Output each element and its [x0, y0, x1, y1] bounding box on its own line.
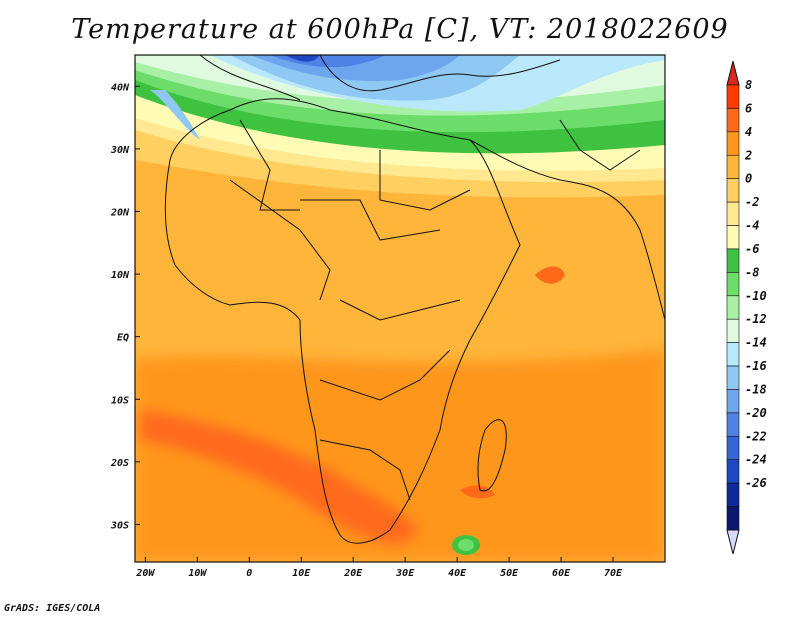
- colorbar-segment: [726, 178, 740, 203]
- colorbar-label: -12: [745, 312, 767, 326]
- colorbar-label: -14: [745, 336, 767, 350]
- colorbar-label: 4: [745, 125, 752, 139]
- y-tick-label: 10S: [111, 395, 129, 406]
- colorbar: [726, 60, 740, 555]
- colorbar-label: -10: [745, 289, 767, 303]
- colorbar-label: -6: [745, 242, 759, 256]
- temperature-field: [135, 55, 665, 562]
- country-borders: [164, 55, 665, 544]
- y-tick-label: 40N: [111, 82, 130, 93]
- colorbar-label: -18: [745, 382, 767, 396]
- x-tick-label: 10W: [188, 568, 207, 579]
- x-tick-label: 10E: [292, 568, 311, 579]
- y-tick-label: 30S: [110, 520, 129, 531]
- colorbar-segment: [726, 506, 740, 531]
- x-tick-label: 40E: [448, 568, 467, 579]
- colorbar-labels: 8 6 4 2 0 -2 -4 -6 -8 -10 -12 -14 -16 -18 -20 -22 -24 -26: [744, 78, 767, 490]
- colorbar-segment: [726, 342, 740, 367]
- colorbar-label: 6: [745, 101, 752, 115]
- colorbar-segment: [726, 154, 740, 179]
- colorbar-segment: [726, 412, 740, 437]
- colorbar-segment: [726, 272, 740, 297]
- y-tick-label: 30N: [110, 145, 130, 156]
- x-tick-label: 70E: [604, 568, 623, 579]
- colorbar-label: -24: [745, 453, 767, 467]
- colorbar-segment: [726, 131, 740, 156]
- colorbar-segment: [726, 459, 740, 484]
- y-tick-label: EQ: [117, 333, 129, 344]
- colorbar-label: 2: [744, 148, 752, 162]
- x-axis-ticks: 20W 10W 0 10E 20E 30E 40E 50E 60E 70E: [135, 557, 623, 579]
- colorbar-segment: [726, 225, 740, 250]
- y-tick-label: 10N: [111, 270, 130, 281]
- colorbar-label: -4: [745, 219, 759, 233]
- colorbar-segment: [726, 201, 740, 226]
- map-title: Temperature at 600hPa [C], VT: 201802260…: [71, 14, 729, 45]
- colorbar-segment: [726, 436, 740, 461]
- colorbar-segment: [726, 389, 740, 414]
- colorbar-segment: [726, 248, 740, 273]
- colorbar-segment: [726, 295, 740, 320]
- colorbar-label: 0: [745, 172, 752, 186]
- y-axis-ticks: 40N 30N 20N 10N EQ 10S 20S 30S: [110, 82, 140, 531]
- colorbar-segment: [726, 108, 740, 133]
- colorbar-label: 8: [745, 78, 752, 92]
- x-tick-label: 20E: [343, 568, 363, 579]
- colorbar-segment: [726, 84, 740, 109]
- credit-text: GrADS: IGES/COLA: [4, 603, 101, 614]
- x-tick-label: 0: [246, 568, 252, 579]
- colorbar-segment: [726, 365, 740, 390]
- colorbar-label: -16: [745, 359, 767, 373]
- x-tick-label: 30E: [395, 568, 415, 579]
- y-tick-label: 20N: [110, 207, 130, 218]
- colorbar-label: -20: [745, 406, 767, 420]
- x-tick-label: 20W: [135, 568, 155, 579]
- colorbar-label: -8: [745, 265, 759, 279]
- colorbar-label: -22: [745, 429, 767, 443]
- colorbar-segment: [726, 482, 740, 507]
- y-tick-label: 20S: [110, 458, 129, 469]
- map-frame: [134, 54, 666, 563]
- x-tick-label: 50E: [500, 568, 519, 579]
- colorbar-top-arrow: [726, 60, 740, 86]
- colorbar-label: -2: [745, 195, 759, 209]
- colorbar-segment: [726, 318, 740, 343]
- x-tick-label: 60E: [552, 568, 571, 579]
- colorbar-label: -26: [745, 476, 767, 490]
- colorbar-bottom-arrow: [726, 529, 740, 555]
